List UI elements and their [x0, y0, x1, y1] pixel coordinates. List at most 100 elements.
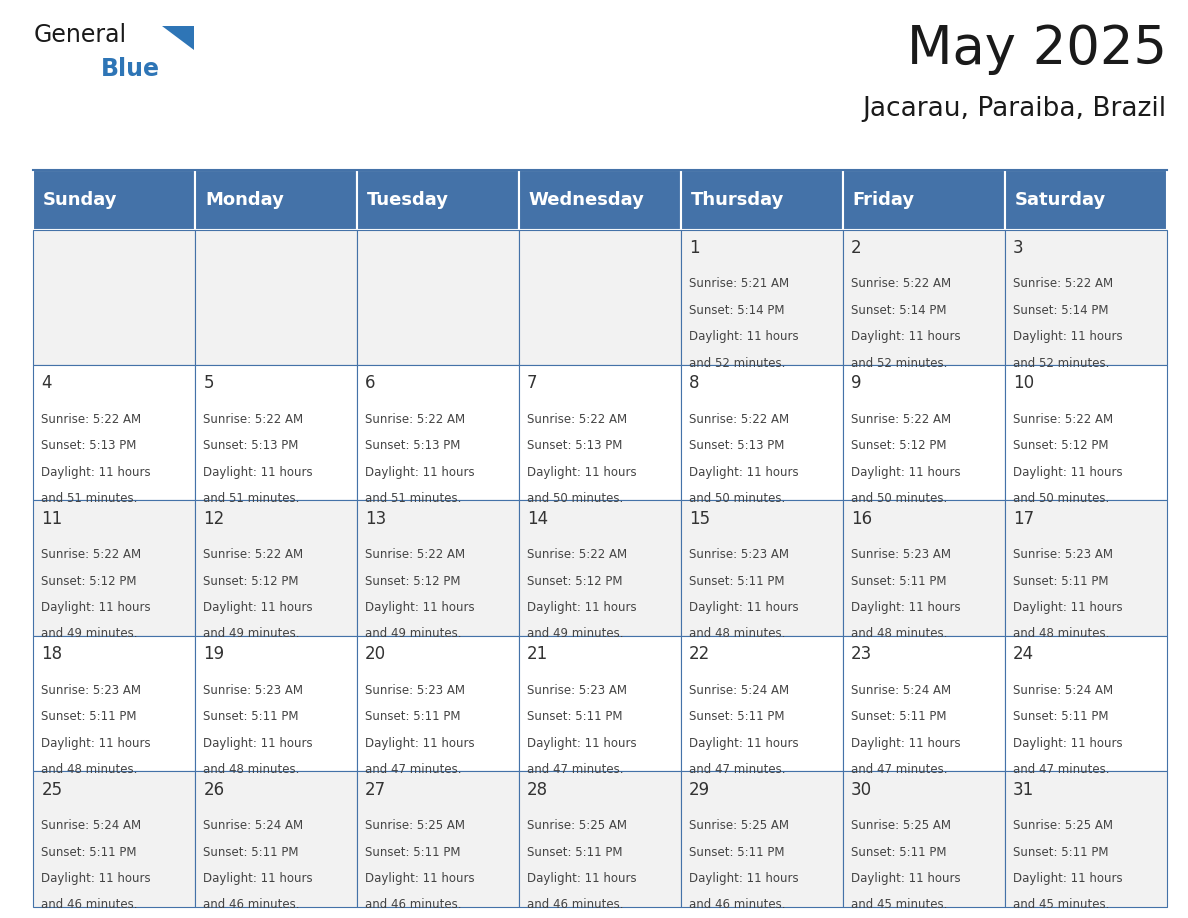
Text: 8: 8 [689, 375, 700, 392]
Text: Daylight: 11 hours: Daylight: 11 hours [689, 736, 798, 750]
Text: 11: 11 [42, 509, 63, 528]
Text: Sunset: 5:11 PM: Sunset: 5:11 PM [203, 711, 298, 723]
Text: Sunset: 5:11 PM: Sunset: 5:11 PM [527, 845, 623, 858]
Text: Sunset: 5:14 PM: Sunset: 5:14 PM [1013, 304, 1108, 317]
Text: 16: 16 [851, 509, 872, 528]
Text: Thursday: Thursday [690, 191, 784, 208]
Text: Daylight: 11 hours: Daylight: 11 hours [527, 465, 637, 478]
Text: Sunrise: 5:23 AM: Sunrise: 5:23 AM [851, 548, 950, 561]
Text: 24: 24 [1013, 645, 1034, 663]
Text: Sunrise: 5:24 AM: Sunrise: 5:24 AM [203, 819, 303, 833]
Text: Monday: Monday [204, 191, 284, 208]
Text: Sunset: 5:11 PM: Sunset: 5:11 PM [365, 845, 461, 858]
Text: Sunset: 5:11 PM: Sunset: 5:11 PM [851, 575, 947, 588]
Text: and 46 minutes.: and 46 minutes. [365, 899, 462, 912]
Bar [842, 365, 1005, 500]
Bar [519, 500, 681, 636]
Text: 19: 19 [203, 645, 225, 663]
Text: Sunrise: 5:22 AM: Sunrise: 5:22 AM [203, 413, 303, 426]
Text: Sunrise: 5:22 AM: Sunrise: 5:22 AM [365, 413, 466, 426]
Bar [33, 771, 195, 907]
Text: and 46 minutes.: and 46 minutes. [689, 899, 785, 912]
Text: 30: 30 [851, 780, 872, 799]
Text: Sunrise: 5:22 AM: Sunrise: 5:22 AM [527, 413, 627, 426]
Text: and 47 minutes.: and 47 minutes. [1013, 763, 1110, 776]
Text: and 48 minutes.: and 48 minutes. [851, 628, 947, 641]
Text: General: General [33, 23, 126, 47]
Text: Sunrise: 5:23 AM: Sunrise: 5:23 AM [689, 548, 789, 561]
Text: Sunrise: 5:25 AM: Sunrise: 5:25 AM [851, 819, 950, 833]
Text: 5: 5 [203, 375, 214, 392]
Text: Sunset: 5:11 PM: Sunset: 5:11 PM [203, 845, 298, 858]
Text: Sunrise: 5:22 AM: Sunrise: 5:22 AM [42, 548, 141, 561]
Text: 17: 17 [1013, 509, 1034, 528]
Bar [842, 500, 1005, 636]
Text: Daylight: 11 hours: Daylight: 11 hours [203, 601, 312, 614]
Text: Daylight: 11 hours: Daylight: 11 hours [851, 465, 961, 478]
Bar [519, 636, 681, 771]
Text: 9: 9 [851, 375, 861, 392]
Bar [681, 230, 842, 365]
Text: Sunset: 5:13 PM: Sunset: 5:13 PM [689, 439, 784, 453]
Bar [195, 771, 358, 907]
Text: Sunrise: 5:22 AM: Sunrise: 5:22 AM [1013, 277, 1113, 290]
Text: Daylight: 11 hours: Daylight: 11 hours [1013, 465, 1123, 478]
Bar [195, 230, 358, 365]
Text: Sunrise: 5:24 AM: Sunrise: 5:24 AM [1013, 684, 1113, 697]
Bar [358, 230, 519, 365]
Text: Sunset: 5:14 PM: Sunset: 5:14 PM [689, 304, 784, 317]
Text: and 45 minutes.: and 45 minutes. [851, 899, 947, 912]
Text: Sunrise: 5:23 AM: Sunrise: 5:23 AM [1013, 548, 1113, 561]
Text: 15: 15 [689, 509, 710, 528]
Text: Saturday: Saturday [1015, 191, 1106, 208]
Text: Sunrise: 5:25 AM: Sunrise: 5:25 AM [527, 819, 627, 833]
Text: and 48 minutes.: and 48 minutes. [42, 763, 138, 776]
Bar [358, 365, 519, 500]
Text: Sunrise: 5:23 AM: Sunrise: 5:23 AM [365, 684, 466, 697]
Text: Sunset: 5:11 PM: Sunset: 5:11 PM [365, 711, 461, 723]
Bar [33, 365, 195, 500]
Text: and 49 minutes.: and 49 minutes. [203, 628, 299, 641]
Text: Daylight: 11 hours: Daylight: 11 hours [527, 601, 637, 614]
Text: Daylight: 11 hours: Daylight: 11 hours [203, 465, 312, 478]
Text: Sunset: 5:12 PM: Sunset: 5:12 PM [851, 439, 947, 453]
Text: Sunset: 5:13 PM: Sunset: 5:13 PM [527, 439, 623, 453]
Text: 18: 18 [42, 645, 63, 663]
Bar [358, 636, 519, 771]
Bar [519, 771, 681, 907]
Bar [842, 170, 1005, 230]
Bar [1005, 771, 1167, 907]
Text: 23: 23 [851, 645, 872, 663]
Text: and 52 minutes.: and 52 minutes. [689, 356, 785, 370]
Bar [33, 230, 195, 365]
Text: Sunset: 5:11 PM: Sunset: 5:11 PM [1013, 711, 1108, 723]
Text: 7: 7 [527, 375, 538, 392]
Text: Daylight: 11 hours: Daylight: 11 hours [689, 601, 798, 614]
Text: 10: 10 [1013, 375, 1034, 392]
Text: Sunset: 5:12 PM: Sunset: 5:12 PM [1013, 439, 1108, 453]
Text: and 51 minutes.: and 51 minutes. [42, 492, 138, 505]
Text: Daylight: 11 hours: Daylight: 11 hours [527, 872, 637, 885]
Text: Daylight: 11 hours: Daylight: 11 hours [851, 330, 961, 343]
Text: Sunset: 5:14 PM: Sunset: 5:14 PM [851, 304, 947, 317]
Text: 1: 1 [689, 239, 700, 257]
Text: Sunset: 5:11 PM: Sunset: 5:11 PM [851, 845, 947, 858]
Text: Sunset: 5:11 PM: Sunset: 5:11 PM [689, 711, 784, 723]
Text: Sunrise: 5:22 AM: Sunrise: 5:22 AM [1013, 413, 1113, 426]
Text: and 48 minutes.: and 48 minutes. [689, 628, 785, 641]
Text: Daylight: 11 hours: Daylight: 11 hours [689, 872, 798, 885]
Text: Sunset: 5:12 PM: Sunset: 5:12 PM [527, 575, 623, 588]
Text: and 50 minutes.: and 50 minutes. [689, 492, 785, 505]
Text: Sunrise: 5:22 AM: Sunrise: 5:22 AM [851, 277, 952, 290]
Text: 29: 29 [689, 780, 710, 799]
Text: Daylight: 11 hours: Daylight: 11 hours [851, 736, 961, 750]
Text: 22: 22 [689, 645, 710, 663]
Text: Sunrise: 5:21 AM: Sunrise: 5:21 AM [689, 277, 789, 290]
Bar [33, 636, 195, 771]
Text: Daylight: 11 hours: Daylight: 11 hours [203, 736, 312, 750]
Text: Sunset: 5:11 PM: Sunset: 5:11 PM [689, 575, 784, 588]
Bar [358, 500, 519, 636]
Text: Wednesday: Wednesday [529, 191, 645, 208]
Text: Sunrise: 5:25 AM: Sunrise: 5:25 AM [1013, 819, 1113, 833]
Text: and 50 minutes.: and 50 minutes. [527, 492, 624, 505]
